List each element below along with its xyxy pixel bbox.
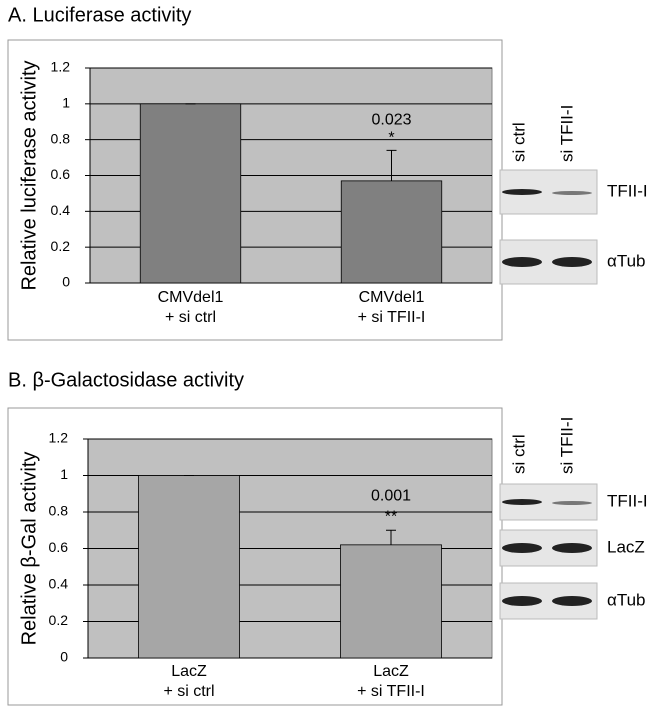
bar (138, 475, 240, 659)
y-tick-label: 0.8 (51, 130, 71, 146)
y-tick-label: 1.2 (49, 430, 69, 446)
blot-lane-label: si TFII-I (557, 105, 576, 162)
x-tick-label: + si ctrl (165, 309, 216, 326)
y-tick-label: 0 (60, 649, 68, 665)
blot-band (502, 499, 542, 505)
annotation: ** (385, 508, 397, 525)
x-tick-label: + si ctrl (163, 683, 214, 700)
blot-band (552, 543, 592, 553)
x-tick-label: + si TFII-I (357, 683, 425, 700)
y-tick-label: 1 (60, 466, 68, 482)
blot-lane-label: si ctrl (509, 434, 528, 474)
y-tick-label: 0.8 (49, 503, 69, 519)
y-axis-label: Relative β-Gal activity (18, 452, 40, 646)
annotation: * (388, 130, 394, 147)
blot-band (502, 596, 542, 606)
y-tick-label: 0.2 (51, 238, 71, 254)
blot-band (552, 596, 592, 606)
bar (139, 103, 242, 284)
blot-band (552, 501, 592, 505)
y-tick-label: 1.2 (51, 59, 71, 75)
blot-band (552, 191, 592, 195)
x-tick-label: + si TFII-I (358, 309, 426, 326)
y-axis-label: Relative luciferase activity (18, 60, 40, 290)
y-tick-label: 1 (62, 95, 70, 111)
blot-band (552, 257, 592, 267)
blot-row-label: TFII-I (607, 491, 648, 510)
blot-lane-label: si ctrl (509, 122, 528, 162)
blot-row-label: TFII-I (607, 181, 648, 200)
y-tick-label: 0 (62, 274, 70, 290)
x-tick-label: LacZ (171, 663, 207, 680)
y-tick-label: 0.4 (49, 576, 69, 592)
blot-row-label: LacZ (607, 537, 645, 556)
annotation: 0.023 (371, 112, 411, 129)
y-tick-label: 0.2 (49, 612, 69, 628)
blot-band (502, 257, 542, 267)
x-tick-label: LacZ (373, 663, 409, 680)
blot-lane-label: si TFII-I (557, 417, 576, 474)
y-tick-label: 0.6 (49, 539, 69, 555)
blot-band (502, 543, 542, 553)
error-bar (386, 529, 396, 545)
x-tick-label: CMVdel1 (359, 289, 425, 306)
panel-title: A. Luciferase activity (8, 4, 191, 26)
bar (340, 544, 442, 659)
blot-row-label: αTub (607, 590, 646, 609)
bar (340, 180, 443, 284)
blot-row-label: αTub (607, 251, 646, 270)
error-bar (386, 149, 397, 181)
panel-title: B. β-Galactosidase activity (8, 369, 244, 391)
annotation: 0.001 (371, 487, 411, 504)
y-tick-label: 0.6 (51, 166, 71, 182)
y-tick-label: 0.4 (51, 202, 71, 218)
blot-band (502, 189, 542, 195)
x-tick-label: CMVdel1 (158, 289, 224, 306)
